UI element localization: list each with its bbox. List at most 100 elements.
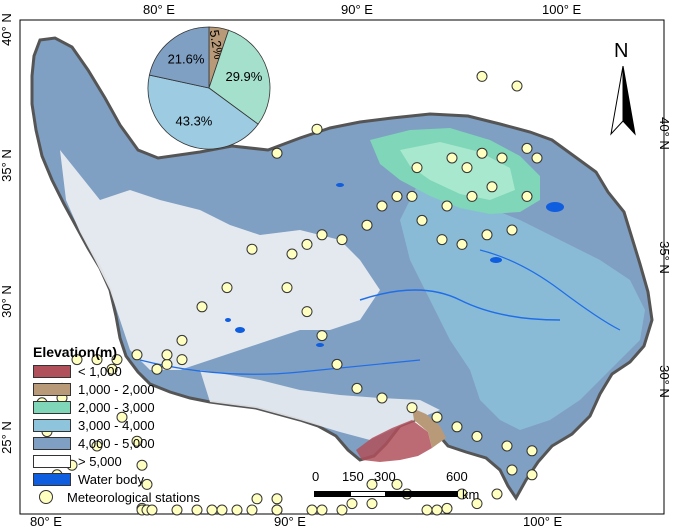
pie-label-1: 29.9% — [225, 69, 262, 84]
station-69 — [301, 238, 313, 250]
swatch-water — [33, 472, 71, 486]
legend-label-3000-4000: 3,000 - 4,000 — [78, 417, 155, 433]
legend-label-4000-5000: 4,000 - 5,000 — [78, 435, 155, 451]
north-label: N — [614, 40, 629, 62]
station-55 — [526, 469, 538, 481]
station-90 — [521, 190, 533, 202]
bottom-tick-90: 90° E — [274, 514, 306, 529]
legend-row-gt5000: > 5,000 — [33, 452, 200, 470]
north-arrow-icon — [610, 66, 636, 136]
station-75 — [406, 190, 418, 202]
station-85 — [416, 214, 428, 226]
station-35 — [246, 504, 258, 516]
station-49 — [431, 504, 443, 516]
legend-row-1000-2000: 1,000 - 2,000 — [33, 380, 200, 398]
river-1 — [359, 289, 561, 321]
station-12 — [106, 363, 118, 375]
river-3 — [479, 249, 621, 331]
legend-label-2000-3000: 2,000 - 3,000 — [78, 399, 155, 415]
station-84 — [441, 200, 453, 212]
scale-label-600: 600 — [446, 469, 468, 484]
scale-label-0: 0 — [312, 469, 320, 484]
station-89 — [506, 224, 518, 236]
station-3 — [221, 282, 233, 294]
pie-slice-1 — [208, 29, 271, 125]
station-37 — [271, 493, 283, 505]
legend: Elevation(m) < 1,000 1,000 - 2,000 2,000… — [33, 344, 200, 506]
station-77 — [446, 152, 458, 164]
legend-row-stations: Meteorological stations — [33, 488, 200, 506]
station-56 — [526, 445, 538, 457]
station-41 — [316, 504, 328, 516]
station-83 — [466, 190, 478, 202]
station-8 — [151, 363, 163, 375]
mid-low-elevation-south — [412, 408, 446, 448]
pie-slice-2 — [147, 74, 259, 150]
station-54 — [506, 464, 518, 476]
legend-label-stations: Meteorological stations — [67, 489, 200, 505]
bottom-tick-80: 80° E — [30, 514, 62, 529]
legend-label-gt5000: > 5,000 — [78, 453, 122, 469]
swatch-4000-5000 — [33, 436, 71, 450]
station-80 — [496, 152, 508, 164]
station-71 — [336, 234, 348, 246]
station-67 — [281, 282, 293, 294]
top-tick-80: 80° E — [143, 2, 175, 17]
station-44 — [366, 498, 378, 510]
station-36 — [251, 493, 263, 505]
legend-row-water: Water body — [33, 470, 200, 488]
lake-qinghai — [546, 202, 564, 212]
station-4 — [196, 301, 208, 313]
scale-label-300: 300 — [374, 469, 396, 484]
station-87 — [456, 238, 468, 250]
swatch-2000-3000 — [33, 400, 71, 414]
station-45 — [366, 478, 378, 490]
scale-label-150: 150 — [342, 469, 364, 484]
scale-unit: km — [462, 487, 480, 502]
legend-label-lt1000: < 1,000 — [78, 363, 122, 379]
station-10 — [131, 349, 143, 361]
station-9 — [161, 349, 173, 361]
station-2 — [246, 243, 258, 255]
station-88 — [481, 229, 493, 241]
station-14 — [71, 354, 83, 366]
station-31 — [191, 504, 203, 516]
station-82 — [486, 181, 498, 193]
station-34 — [231, 504, 243, 516]
pie-label-2: 43.3% — [176, 113, 213, 128]
station-43 — [346, 498, 358, 510]
station-32 — [206, 504, 218, 516]
station-50 — [441, 502, 453, 514]
lake-4 — [316, 343, 324, 347]
scale-seg-2 — [350, 491, 386, 497]
pie-slice-3 — [148, 26, 210, 89]
station-11 — [111, 354, 123, 366]
station-58 — [471, 430, 483, 442]
station-40 — [306, 504, 318, 516]
lake-1 — [490, 257, 502, 263]
lake-3 — [225, 318, 231, 322]
station-92 — [511, 80, 523, 92]
high-elevation-region — [60, 150, 380, 370]
station-76 — [411, 162, 423, 174]
station-6 — [176, 354, 188, 366]
swatch-3000-4000 — [33, 418, 71, 432]
station-86 — [436, 234, 448, 246]
top-tick-100: 100° E — [542, 2, 582, 17]
station-66 — [301, 306, 313, 318]
legend-title: Elevation(m) — [33, 344, 118, 360]
legend-row-lt1000: < 1,000 — [33, 362, 200, 380]
station-64 — [331, 358, 343, 370]
station-21 — [91, 440, 103, 452]
high-elevation-south — [200, 370, 440, 440]
station-39 — [271, 504, 283, 516]
station-52 — [471, 498, 483, 510]
scale-seg-3 — [386, 491, 458, 497]
station-23 — [131, 435, 143, 447]
station-1 — [271, 147, 283, 159]
pie-label-3: 21.6% — [168, 52, 205, 67]
station-63 — [351, 382, 363, 394]
station-5 — [176, 334, 188, 346]
station-42 — [336, 504, 348, 516]
